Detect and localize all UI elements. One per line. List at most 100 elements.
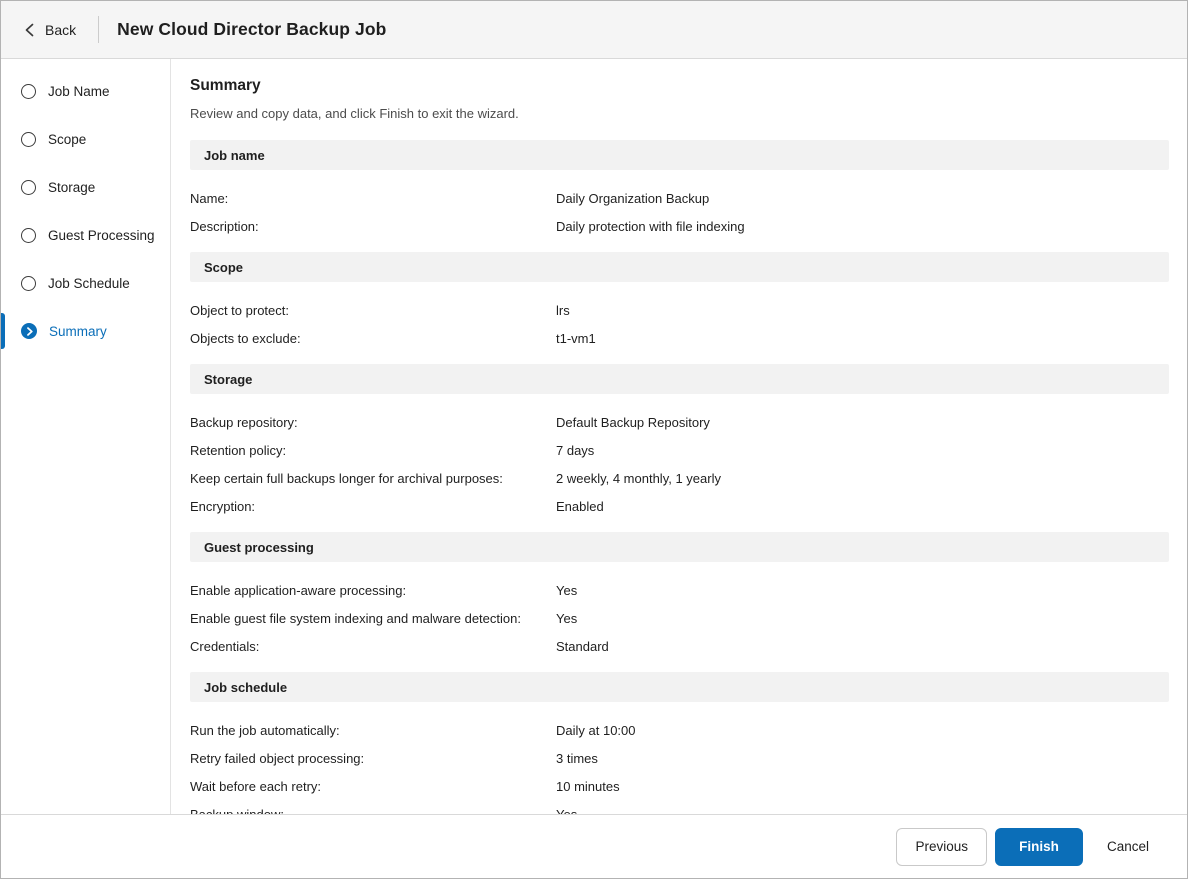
summary-row: Objects to exclude: t1-vm1 <box>190 324 1169 352</box>
row-value: Daily Organization Backup <box>556 190 710 206</box>
summary-section: Storage Backup repository: Default Backu… <box>190 364 1169 532</box>
row-value: Yes <box>556 806 578 815</box>
section-header: Storage <box>190 364 1169 394</box>
section-title: Scope <box>204 259 244 275</box>
section-header: Job schedule <box>190 672 1169 702</box>
wizard-header: Back New Cloud Director Backup Job <box>1 1 1187 59</box>
summary-row: Enable application-aware processing: Yes <box>190 576 1169 604</box>
chevron-right-circle-icon <box>21 323 37 339</box>
step-circle-icon <box>21 179 36 195</box>
step-circle-icon <box>21 83 36 99</box>
row-label: Keep certain full backups longer for arc… <box>190 470 503 486</box>
row-label: Backup repository: <box>190 414 298 430</box>
row-label: Encryption: <box>190 498 256 514</box>
sidebar-item-guest-processing[interactable]: Guest Processing <box>1 211 170 259</box>
summary-section: Job name Name: Daily Organization Backup… <box>190 140 1169 252</box>
summary-row: Retry failed object processing: 3 times <box>190 744 1169 772</box>
page-title: New Cloud Director Backup Job <box>117 19 387 39</box>
sidebar-item-storage[interactable]: Storage <box>1 163 170 211</box>
row-label: Description: <box>190 218 259 234</box>
summary-sections: Job name Name: Daily Organization Backup… <box>190 140 1169 814</box>
summary-section: Scope Object to protect: lrs Objects to … <box>190 252 1169 364</box>
chevron-left-icon <box>24 23 35 37</box>
section-header: Guest processing <box>190 532 1169 562</box>
row-value: Yes <box>556 582 578 598</box>
section-title: Job name <box>204 147 265 163</box>
summary-row: Description: Daily protection with file … <box>190 212 1169 240</box>
back-button[interactable]: Back <box>1 22 76 38</box>
summary-row: Encryption: Enabled <box>190 492 1169 520</box>
section-rows: Run the job automatically: Daily at 10:0… <box>190 702 1169 815</box>
row-label: Run the job automatically: <box>190 722 340 738</box>
summary-content: Summary Review and copy data, and click … <box>171 59 1187 814</box>
summary-row: Backup repository: Default Backup Reposi… <box>190 408 1169 436</box>
step-title: Summary <box>190 77 261 94</box>
row-label: Object to protect: <box>190 302 289 318</box>
row-value: 2 weekly, 4 monthly, 1 yearly <box>556 470 721 486</box>
row-label: Enable guest file system indexing and ma… <box>190 610 521 626</box>
cancel-button[interactable]: Cancel <box>1099 828 1157 866</box>
section-title: Job schedule <box>204 679 288 695</box>
sidebar-item-label: Summary <box>49 323 107 339</box>
row-label: Enable application-aware processing: <box>190 582 407 598</box>
sidebar-item-label: Job Name <box>48 83 110 99</box>
row-value: t1-vm1 <box>556 330 596 346</box>
row-label: Retention policy: <box>190 442 287 458</box>
sidebar-item-scope[interactable]: Scope <box>1 115 170 163</box>
section-rows: Name: Daily Organization Backup Descript… <box>190 170 1169 252</box>
summary-row: Run the job automatically: Daily at 10:0… <box>190 716 1169 744</box>
summary-section: Guest processing Enable application-awar… <box>190 532 1169 672</box>
row-label: Credentials: <box>190 638 260 654</box>
sidebar-item-label: Job Schedule <box>48 275 130 291</box>
section-rows: Enable application-aware processing: Yes… <box>190 562 1169 672</box>
step-circle-icon <box>21 227 36 243</box>
finish-button[interactable]: Finish <box>994 827 1083 866</box>
section-title: Guest processing <box>204 539 314 555</box>
section-title: Storage <box>204 371 253 387</box>
summary-row: Name: Daily Organization Backup <box>190 184 1169 212</box>
row-value: Standard <box>556 638 609 654</box>
row-value: Daily at 10:00 <box>556 722 636 738</box>
sidebar-steps: Job Name Scope Storage Guest Processing <box>1 59 171 814</box>
row-label: Name: <box>190 190 229 206</box>
step-circle-icon <box>21 275 36 291</box>
row-label: Retry failed object processing: <box>190 750 365 766</box>
summary-row: Enable guest file system indexing and ma… <box>190 604 1169 632</box>
row-value: 10 minutes <box>556 778 620 794</box>
sidebar-item-label: Guest Processing <box>48 227 155 243</box>
section-header: Job name <box>190 140 1169 170</box>
wizard-footer: Previous Finish Cancel <box>1 814 1187 878</box>
back-button-label: Back <box>45 21 77 38</box>
sidebar-item-label: Scope <box>48 131 87 147</box>
step-circle-icon <box>21 131 36 147</box>
previous-button[interactable]: Previous <box>896 827 987 866</box>
summary-row: Backup window: Yes <box>190 800 1169 815</box>
sidebar-item-job-name[interactable]: Job Name <box>1 67 170 115</box>
summary-row: Keep certain full backups longer for arc… <box>190 464 1169 492</box>
summary-row: Retention policy: 7 days <box>190 436 1169 464</box>
row-value: 3 times <box>556 750 598 766</box>
sidebar-item-label: Storage <box>48 179 96 195</box>
row-label: Wait before each retry: <box>190 778 322 794</box>
summary-row: Object to protect: lrs <box>190 296 1169 324</box>
wizard-body: Job Name Scope Storage Guest Processing <box>1 59 1187 814</box>
summary-row: Wait before each retry: 10 minutes <box>190 772 1169 800</box>
row-value: Enabled <box>556 498 604 514</box>
row-value: Yes <box>556 610 578 626</box>
section-rows: Object to protect: lrs Objects to exclud… <box>190 282 1169 364</box>
row-value: Daily protection with file indexing <box>556 218 745 234</box>
row-label: Backup window: <box>190 806 284 815</box>
section-header: Scope <box>190 252 1169 282</box>
row-value: lrs <box>556 302 570 318</box>
sidebar-item-summary[interactable]: Summary <box>1 307 170 355</box>
summary-row: Credentials: Standard <box>190 632 1169 660</box>
row-value: Default Backup Repository <box>556 414 710 430</box>
summary-section: Job schedule Run the job automatically: … <box>190 672 1169 814</box>
section-rows: Backup repository: Default Backup Reposi… <box>190 394 1169 532</box>
row-value: 7 days <box>556 442 595 458</box>
sidebar-item-job-schedule[interactable]: Job Schedule <box>1 259 170 307</box>
header-divider <box>98 16 100 43</box>
row-label: Objects to exclude: <box>190 330 301 346</box>
step-subtitle: Review and copy data, and click Finish t… <box>190 106 519 121</box>
